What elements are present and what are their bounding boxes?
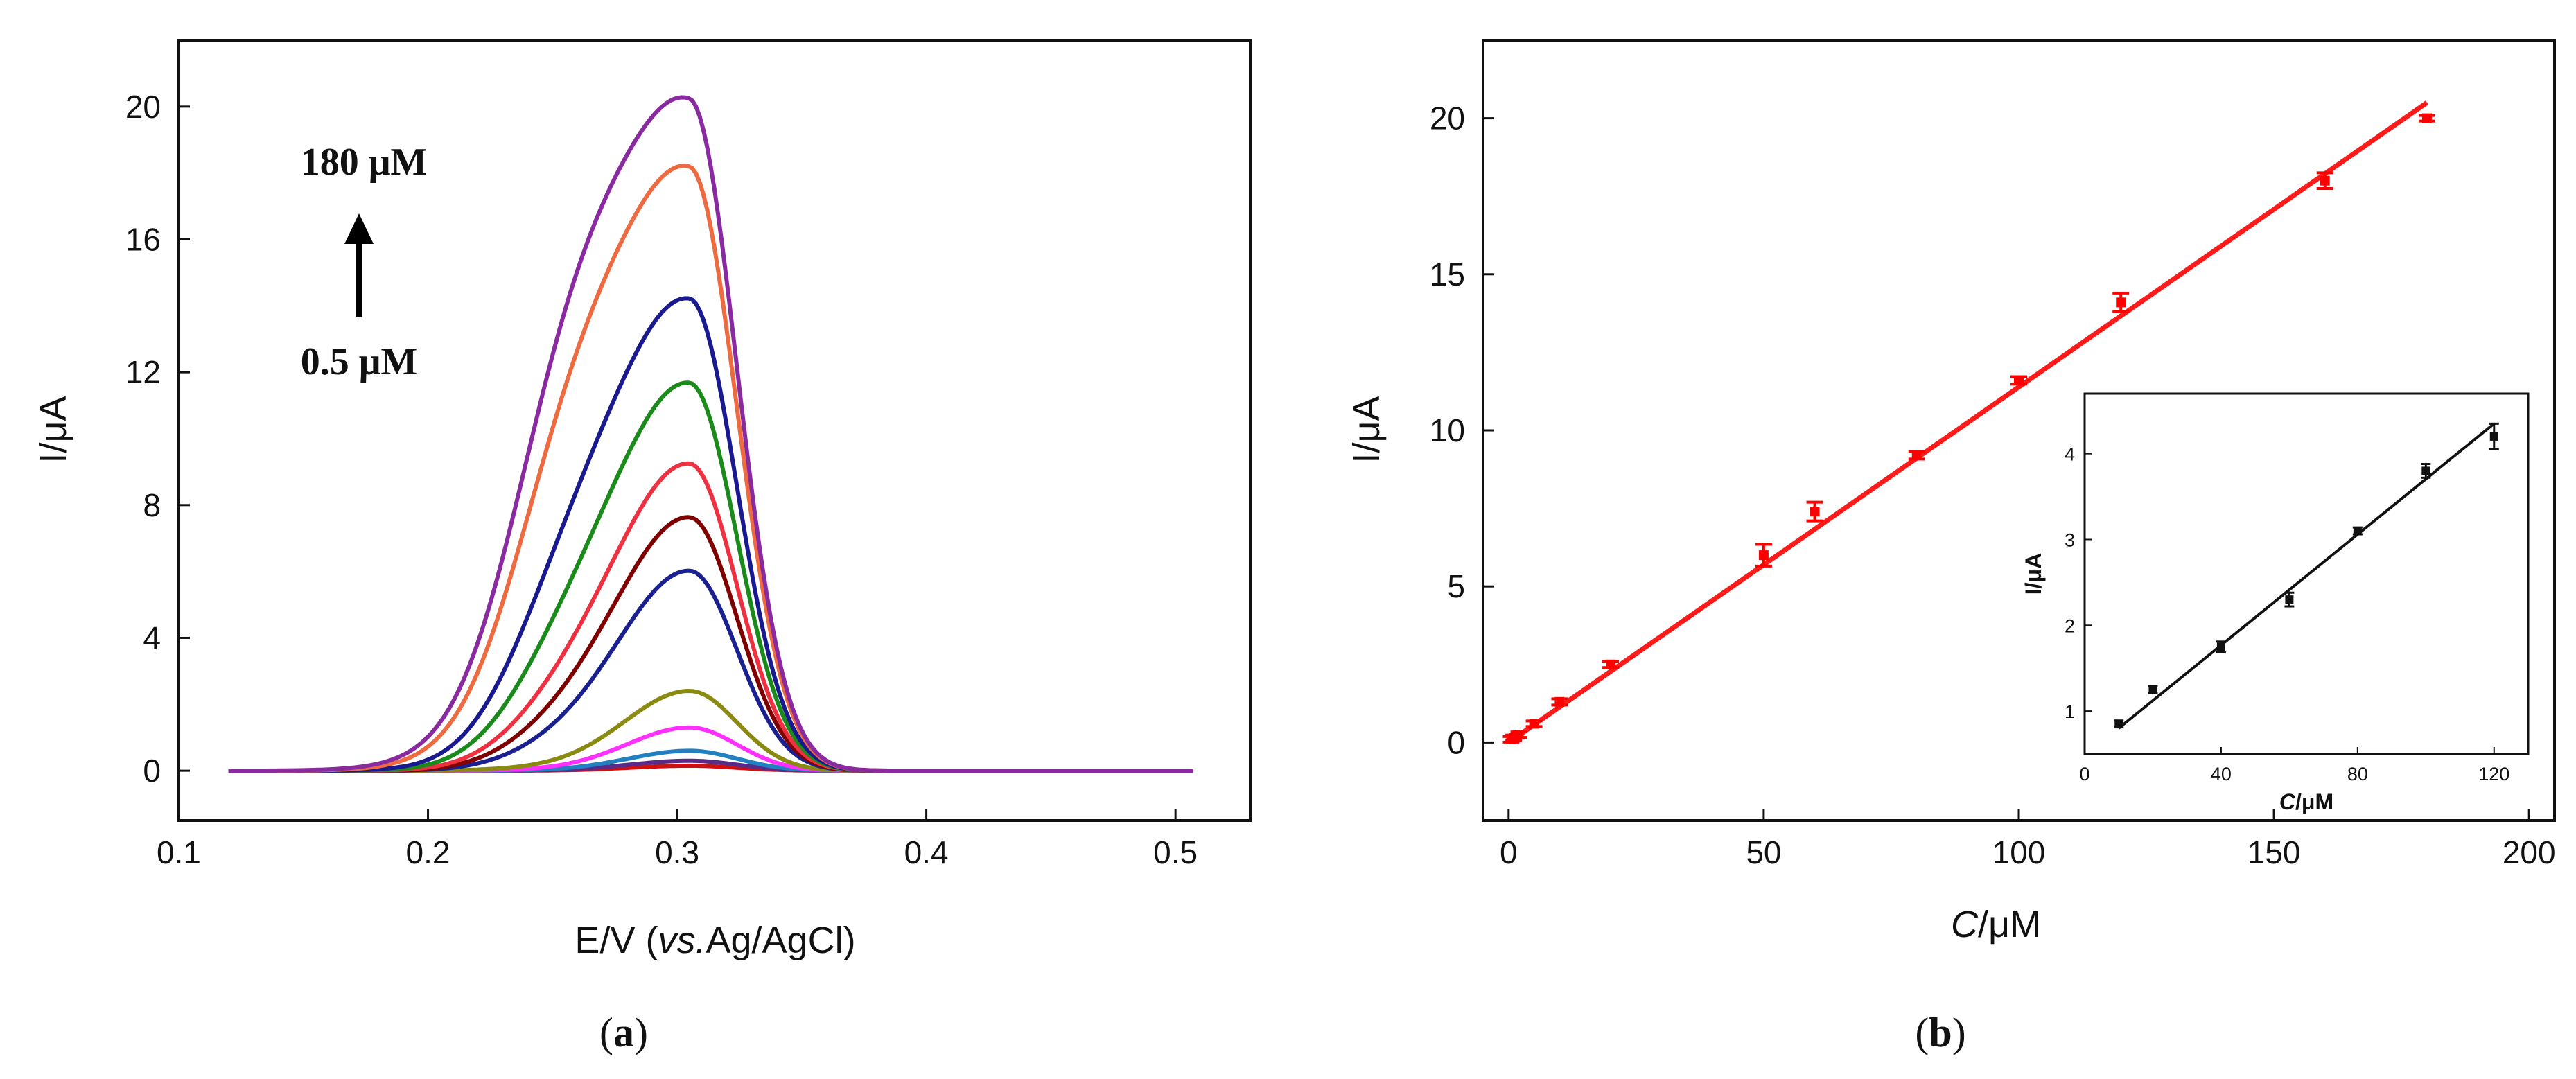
panel-b-x-tick-label: 50 xyxy=(1746,834,1781,870)
panel-a-x-axis-label: E/V (vs.Ag/AgCl) xyxy=(575,920,855,961)
inset-y-tick-label: 1 xyxy=(2065,701,2075,722)
panel-b-data-point xyxy=(2014,375,2024,385)
panel-b-data-point xyxy=(1529,719,1539,729)
inset-y-tick-label: 2 xyxy=(2065,615,2075,636)
dpv-curve-11 xyxy=(228,164,1193,773)
panel-b-x-axis-label: C/μM xyxy=(1951,904,2041,945)
panel-a-x-ticks: 0.1 0.2 0.3 0.4 0.5 xyxy=(157,809,1198,870)
panel-b-inset-chart: 0 40 80 120 1 2 3 4 C/μM I/μA xyxy=(2021,392,2530,814)
annotation-0-5-uM: 0.5 μM xyxy=(301,340,418,383)
inset-data-point xyxy=(2285,595,2294,604)
panel-b-fit-line xyxy=(1507,100,2428,745)
inset-x-tick-label: 0 xyxy=(2079,764,2089,784)
panel-b-data-point xyxy=(1758,550,1769,561)
inset-fit-line xyxy=(2117,422,2496,730)
panel-b-data-point xyxy=(1514,730,1524,740)
panel-a-y-tick-label: 0 xyxy=(143,753,161,789)
dpv-curve-8 xyxy=(228,461,1193,773)
panel-b-data-point xyxy=(2421,113,2432,123)
inset-y-axis-label: I/μA xyxy=(2021,553,2046,595)
dpv-curve-9 xyxy=(228,380,1193,773)
inset-plot-frame xyxy=(2083,392,2530,755)
inset-data-point xyxy=(2489,432,2498,441)
panel-a-x-tick-label: 0.5 xyxy=(1153,834,1198,870)
panel-b-y-ticks: 0 5 10 15 20 xyxy=(1430,100,1494,760)
panel-b-data-point xyxy=(1911,450,1922,461)
panel-a-y-tick-label: 20 xyxy=(125,89,161,125)
dpv-curve-6 xyxy=(228,568,1193,773)
panel-a-chart: 0.1 0.2 0.3 0.4 0.5 0 4 8 12 16 20 E/V (vs.Ag/AgC… xyxy=(33,39,1252,1055)
panel-a-y-axis-label: I/μA xyxy=(33,396,74,463)
panel-b-data-points xyxy=(1502,113,2435,744)
inset-y-ticks: 1 2 3 4 xyxy=(2065,444,2092,722)
annotation-180-uM: 180 μM xyxy=(301,141,428,184)
inset-x-ticks: 0 40 80 120 xyxy=(2079,747,2509,784)
inset-y-tick-label: 3 xyxy=(2065,529,2075,550)
panel-a-x-tick-label: 0.2 xyxy=(406,834,450,870)
panel-b-data-point xyxy=(1554,696,1565,707)
panel-b-y-tick-label: 20 xyxy=(1430,100,1465,137)
panel-b-label: (b) xyxy=(1915,1010,1965,1055)
panel-a-series-group xyxy=(228,95,1193,773)
panel-a-x-tick-label: 0.4 xyxy=(904,834,949,870)
panel-b-y-axis-label: I/μA xyxy=(1346,396,1387,463)
panel-a-y-tick-label: 12 xyxy=(125,354,161,390)
panel-b-data-point xyxy=(2116,297,2126,308)
increase-arrow-head xyxy=(344,213,374,244)
inset-x-tick-label: 80 xyxy=(2347,764,2368,784)
inset-data-point xyxy=(2353,527,2362,536)
dpv-curve-12 xyxy=(228,95,1193,773)
panel-a-y-tick-label: 4 xyxy=(143,620,161,656)
panel-b-x-tick-label: 0 xyxy=(1500,834,1518,870)
panel-b-y-tick-label: 5 xyxy=(1447,568,1465,604)
panel-a-y-ticks: 0 4 8 12 16 20 xyxy=(125,89,190,789)
panel-b-y-tick-label: 10 xyxy=(1430,412,1465,448)
inset-data-point xyxy=(2216,642,2225,651)
inset-x-tick-label: 40 xyxy=(2211,764,2232,784)
panel-b-x-tick-label: 100 xyxy=(1992,834,2046,870)
inset-data-points xyxy=(2114,422,2499,729)
inset-data-point xyxy=(2421,466,2430,475)
inset-x-tick-label: 120 xyxy=(2478,764,2509,784)
inset-data-point xyxy=(2148,685,2157,694)
panel-b-y-tick-label: 0 xyxy=(1447,724,1465,760)
panel-b-x-tick-label: 150 xyxy=(2248,834,2301,870)
panel-b-data-point xyxy=(1606,659,1616,669)
panel-b-y-tick-label: 15 xyxy=(1430,256,1465,292)
panel-a-y-tick-label: 16 xyxy=(125,221,161,257)
panel-a-label: (a) xyxy=(599,1010,648,1055)
inset-y-tick-label: 4 xyxy=(2065,444,2075,465)
panel-a-plot-frame xyxy=(177,39,1252,822)
panel-a-x-tick-label: 0.1 xyxy=(157,834,201,870)
panel-a-x-tick-label: 0.3 xyxy=(655,834,699,870)
panel-b-x-tick-label: 200 xyxy=(2503,834,2556,870)
panel-b-data-point xyxy=(2320,175,2330,186)
panel-b-data-point xyxy=(1810,507,1820,517)
panel-b-x-ticks: 0 50 100 150 200 xyxy=(1500,809,2556,870)
panel-a-y-tick-label: 8 xyxy=(143,487,161,523)
inset-data-point xyxy=(2114,719,2123,728)
inset-x-axis-label: C/μM xyxy=(2279,789,2333,814)
